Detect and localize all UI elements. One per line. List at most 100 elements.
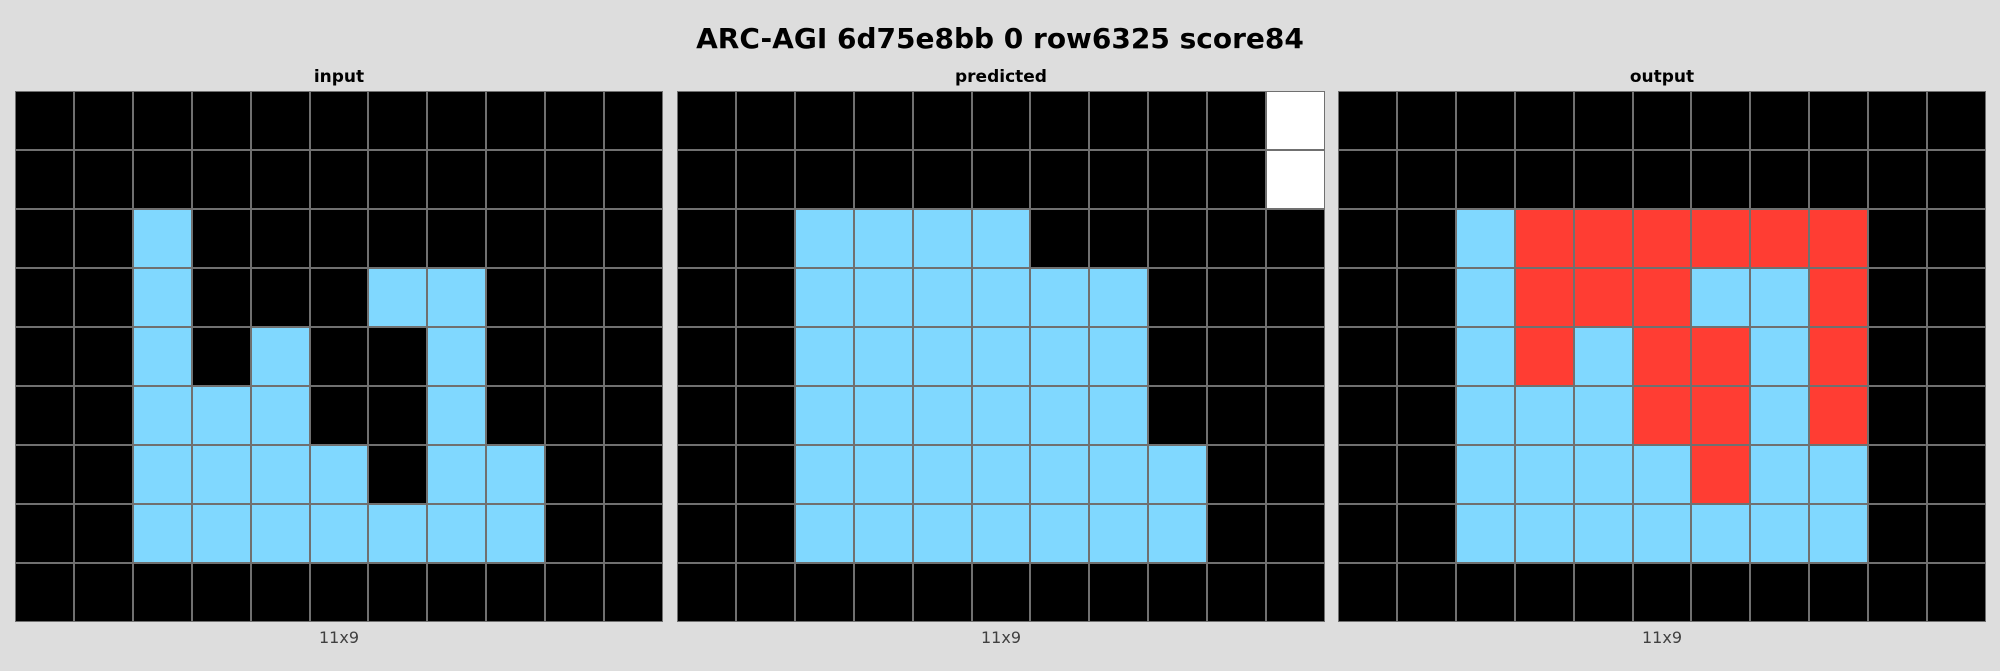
grid-cell xyxy=(971,327,1031,386)
grid-cell xyxy=(427,445,487,504)
grid-cell xyxy=(1089,327,1149,386)
grid-cell xyxy=(191,327,251,386)
grid-cell xyxy=(250,327,310,386)
grid-cell xyxy=(1455,563,1515,622)
grid-cell xyxy=(794,91,854,150)
grid-cell xyxy=(971,209,1031,268)
grid-cell xyxy=(1089,150,1149,209)
grid-cell xyxy=(73,504,133,563)
grid-cell xyxy=(132,386,192,445)
grid-cell xyxy=(1927,504,1986,563)
grid-cell xyxy=(309,150,369,209)
grid-cell xyxy=(1207,327,1267,386)
grid-cell xyxy=(1089,209,1149,268)
grid-cell xyxy=(1207,268,1267,327)
grid-cell xyxy=(1750,91,1810,150)
grid-cell xyxy=(1266,386,1325,445)
grid-cell xyxy=(853,445,913,504)
grid-cell xyxy=(486,91,546,150)
grid-cell xyxy=(1455,268,1515,327)
grid-cell xyxy=(1809,504,1869,563)
grid-cell xyxy=(1750,209,1810,268)
grid-cell xyxy=(912,504,972,563)
grid-cell xyxy=(971,91,1031,150)
grid-cell xyxy=(545,327,605,386)
grid-cell xyxy=(1632,504,1692,563)
grid-cell xyxy=(427,386,487,445)
grid-cell xyxy=(73,445,133,504)
grid-cell xyxy=(15,268,74,327)
grid-cell xyxy=(1148,268,1208,327)
grid-cell xyxy=(368,268,428,327)
grid-cell xyxy=(1338,563,1397,622)
grid-cell xyxy=(427,91,487,150)
grid-cell xyxy=(1148,445,1208,504)
grid-cell xyxy=(73,91,133,150)
grid-cell xyxy=(368,209,428,268)
grid-cell xyxy=(1691,386,1751,445)
grid-cell xyxy=(971,504,1031,563)
grid-cell xyxy=(1632,209,1692,268)
grid-cell xyxy=(1030,504,1090,563)
grid-cell xyxy=(1632,150,1692,209)
grid-cell xyxy=(794,327,854,386)
grid-cell xyxy=(1148,327,1208,386)
grid-cell xyxy=(1266,327,1325,386)
grid-cell xyxy=(912,209,972,268)
grid-cell xyxy=(853,327,913,386)
grid-cell xyxy=(1030,209,1090,268)
grid-cell xyxy=(191,209,251,268)
grid-cell xyxy=(971,150,1031,209)
grid-cell xyxy=(132,268,192,327)
grid-cell xyxy=(191,91,251,150)
grid-cell xyxy=(309,504,369,563)
grid-cell xyxy=(1632,563,1692,622)
grid-cell xyxy=(250,209,310,268)
grid-cell xyxy=(1927,327,1986,386)
grid-cell xyxy=(1573,209,1633,268)
grid-cell xyxy=(1455,445,1515,504)
grid-cell xyxy=(1148,563,1208,622)
grid-cell xyxy=(191,445,251,504)
grid-cell xyxy=(15,445,74,504)
grid-cell xyxy=(1514,445,1574,504)
grid-cell xyxy=(1207,386,1267,445)
grid-cell xyxy=(309,91,369,150)
grid-cell xyxy=(1750,327,1810,386)
grid-cell xyxy=(853,563,913,622)
grid-cell xyxy=(735,445,795,504)
grid-cell xyxy=(427,504,487,563)
grid-cell xyxy=(1266,91,1325,150)
grid-cell xyxy=(1089,504,1149,563)
grid-cell xyxy=(1691,445,1751,504)
grid-cell xyxy=(1868,209,1928,268)
grid-cell xyxy=(604,209,663,268)
grid-cell xyxy=(604,268,663,327)
grid-cell xyxy=(1338,91,1397,150)
grid-cell xyxy=(677,150,736,209)
grid-cell xyxy=(1691,504,1751,563)
grid-cell xyxy=(971,563,1031,622)
grid-cell xyxy=(486,209,546,268)
grid-cell xyxy=(1514,504,1574,563)
grid-cell xyxy=(191,504,251,563)
grid-cell xyxy=(1750,386,1810,445)
grid-cell xyxy=(1573,445,1633,504)
grid-cell xyxy=(1207,445,1267,504)
grid-cell xyxy=(1455,386,1515,445)
grid-cell xyxy=(1927,386,1986,445)
grid-cell xyxy=(1148,150,1208,209)
grid-cell xyxy=(1030,327,1090,386)
grid-cell xyxy=(368,563,428,622)
grid-cell xyxy=(545,386,605,445)
grid-cell xyxy=(132,209,192,268)
grid-cell xyxy=(735,327,795,386)
grid-cell xyxy=(912,445,972,504)
grid-cell xyxy=(191,268,251,327)
grid-cell xyxy=(1207,563,1267,622)
grid-cell xyxy=(912,150,972,209)
grid-cell xyxy=(1030,91,1090,150)
grid-cell xyxy=(1809,91,1869,150)
grid-cell xyxy=(677,268,736,327)
grid-cell xyxy=(794,563,854,622)
